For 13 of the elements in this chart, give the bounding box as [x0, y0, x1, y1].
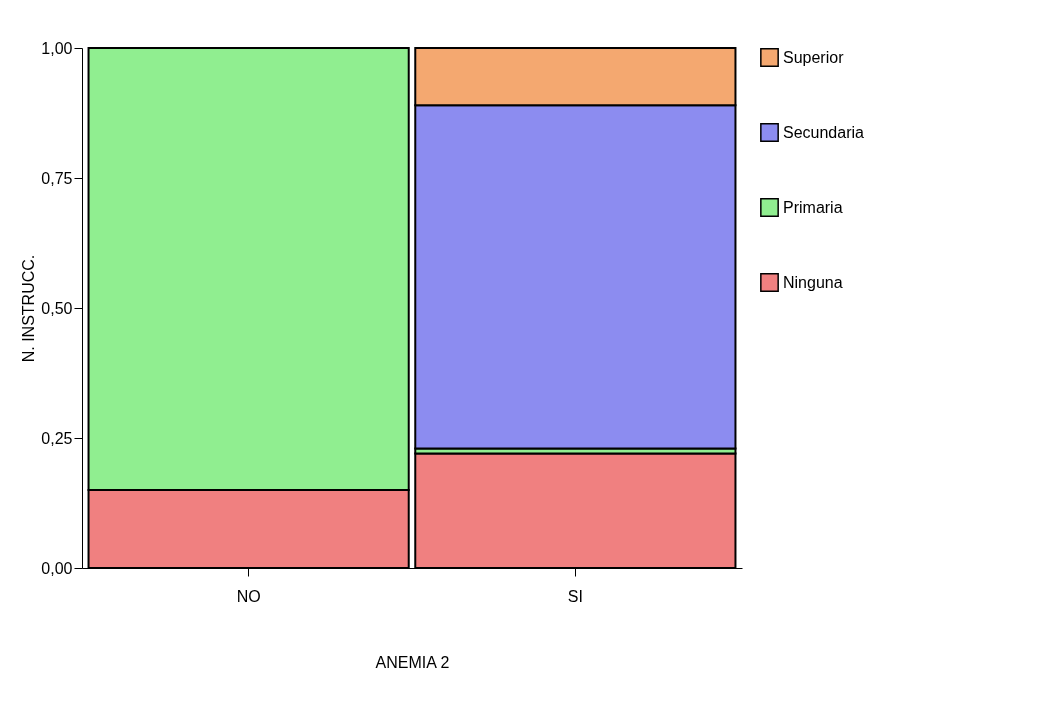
x-axis-title: ANEMIA 2: [375, 653, 450, 671]
x-tick-label: NO: [236, 587, 261, 605]
legend-label: Secundaria: [783, 123, 865, 141]
y-axis-title: N. INSTRUCC.: [20, 254, 38, 363]
y-tick-label: 0,00: [41, 559, 73, 577]
y-tick-label: 0,75: [41, 169, 73, 187]
y-tick-label: 1,00: [41, 39, 73, 57]
y-tick-label: 0,50: [41, 299, 73, 317]
legend-label: Ninguna: [783, 273, 843, 291]
x-tick-label: SI: [567, 587, 583, 605]
legend-label: Primaria: [783, 198, 843, 216]
legend-label: Superior: [783, 48, 845, 66]
y-tick-label: 0,25: [41, 429, 73, 447]
